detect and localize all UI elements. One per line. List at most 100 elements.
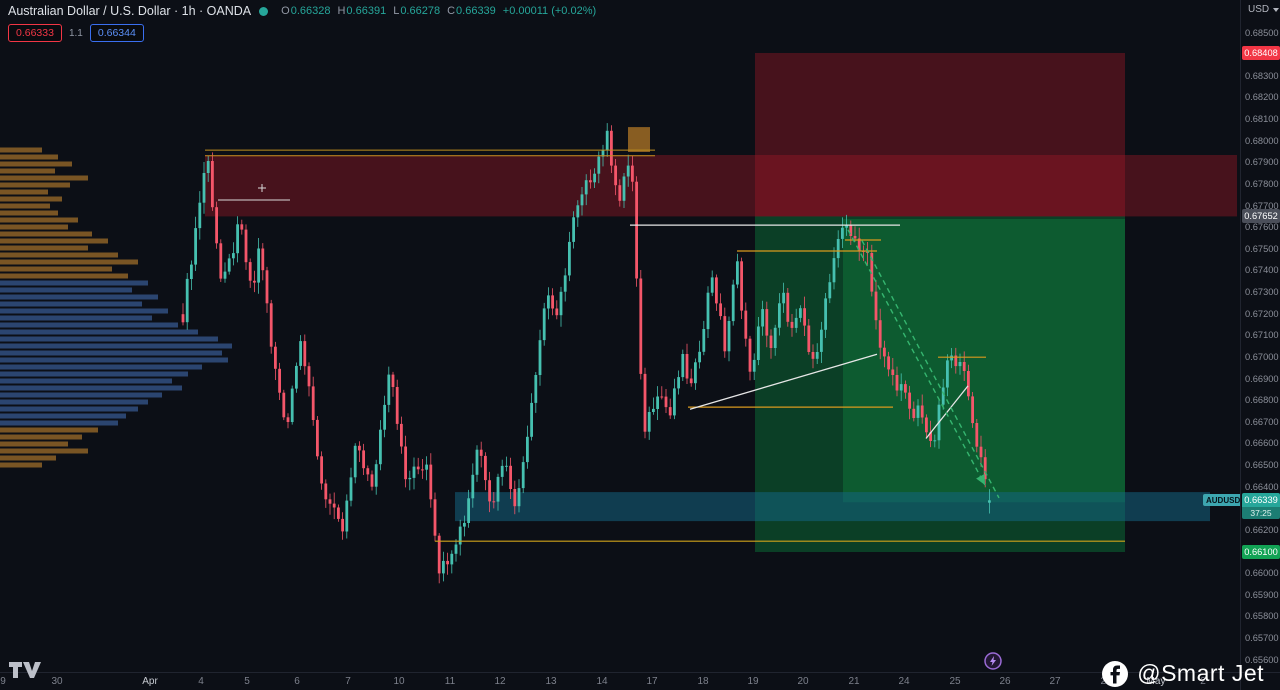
candle-body: [941, 387, 945, 405]
candle-body: [929, 432, 932, 441]
candle-body: [614, 165, 617, 186]
supply-zone-red[interactable]: [755, 53, 1125, 217]
volume-profile-bar: [0, 287, 132, 293]
volume-profile-bar: [0, 252, 118, 258]
candle-body: [244, 229, 248, 263]
volume-profile-bar: [0, 224, 68, 230]
candle-body: [442, 560, 445, 574]
time-tick-label: 2: [1200, 676, 1206, 687]
time-tick-label: May: [1146, 676, 1166, 687]
time-tick-label: 14: [596, 676, 608, 687]
supply-band-red[interactable]: [205, 155, 1237, 217]
candle-body: [790, 321, 794, 328]
price-tick-label: 0.66900: [1245, 373, 1279, 384]
candle-body: [635, 181, 638, 279]
demand-band-teal[interactable]: [455, 492, 1210, 522]
candle-body: [748, 338, 752, 372]
upper-zone-price-badge: 0.68408: [1242, 45, 1280, 60]
candle-body: [194, 228, 197, 265]
projection-dashed-1[interactable]: [847, 229, 986, 486]
candle-body: [685, 354, 689, 379]
candle-body: [815, 352, 819, 359]
projection-dashed-2[interactable]: [861, 240, 1000, 499]
candle-body: [475, 449, 479, 475]
volume-profile-bar: [0, 364, 202, 370]
candle-body: [274, 346, 277, 369]
candle-body: [404, 446, 407, 480]
candle-body: [248, 262, 252, 281]
time-tick-label: 12: [494, 676, 506, 687]
candle-body: [664, 396, 668, 408]
candle-body: [988, 500, 991, 503]
volume-profile-bar: [0, 427, 98, 433]
candle-body: [908, 392, 911, 409]
market-status-icon[interactable]: [259, 6, 269, 16]
symbol-price-tag: AUDUSD: [1203, 494, 1240, 507]
volume-profile-bar: [0, 273, 128, 279]
price-tick-label: 0.65600: [1245, 654, 1279, 665]
open-label: O: [281, 5, 290, 17]
candle-body: [782, 292, 785, 304]
candle-body: [677, 377, 680, 389]
candle-body: [353, 445, 357, 478]
candle-body: [227, 258, 231, 272]
chevron-down-icon: [1273, 8, 1280, 12]
price-tick-label: 0.68100: [1245, 114, 1279, 125]
candle-body: [584, 180, 588, 195]
candlestick-chart[interactable]: [0, 0, 1240, 672]
volume-profile-bar: [0, 406, 138, 412]
candle-body: [807, 325, 811, 352]
sell-button[interactable]: 0.66333: [8, 24, 62, 42]
volume-profile-bar: [0, 448, 88, 454]
candle-body: [891, 369, 895, 375]
volume-profile-bar: [0, 238, 108, 244]
volume-profile-bar: [0, 329, 198, 335]
bid-ask-widget: 0.66333 1.1 0.66344: [8, 24, 596, 42]
candle-body: [559, 291, 563, 316]
time-tick-label: 27: [1049, 676, 1061, 687]
candle-body: [631, 165, 634, 182]
candle-body: [505, 465, 508, 467]
candle-body: [530, 402, 533, 437]
time-tick-label: 21: [848, 676, 860, 687]
candle-body: [836, 239, 840, 259]
candle-body: [706, 292, 710, 330]
candle-body: [206, 161, 210, 173]
volume-profile-bar: [0, 392, 162, 398]
legend-row-symbol: Australian Dollar / U.S. Dollar · 1h · O…: [8, 4, 596, 18]
price-axis[interactable]: USD 0.68500 0.68300 0.68200 0.68100 0.68000 0…: [1240, 0, 1280, 672]
candle-body: [765, 309, 769, 336]
price-tick-label: 0.67500: [1245, 243, 1279, 254]
supply-box-small[interactable]: [628, 127, 650, 152]
candle-body: [358, 445, 361, 451]
price-tick-label: 0.65700: [1245, 632, 1279, 643]
currency-selector[interactable]: USD: [1248, 4, 1280, 15]
candle-body: [849, 225, 853, 236]
time-tick-label: 6: [294, 676, 300, 687]
candle-body: [223, 271, 227, 279]
white-trendline-1[interactable]: [689, 353, 878, 410]
time-axis[interactable]: 930Apr4567101112131417181920212425262728…: [0, 672, 1240, 690]
white-trendline-2[interactable]: [925, 385, 969, 439]
candle-body: [521, 462, 525, 489]
candle-body: [429, 464, 433, 500]
candle-body: [647, 412, 651, 432]
symbol-title[interactable]: Australian Dollar / U.S. Dollar · 1h · O…: [8, 4, 252, 18]
candle-body: [198, 202, 202, 229]
buy-button[interactable]: 0.66344: [89, 24, 144, 42]
chart-area[interactable]: Australian Dollar / U.S. Dollar · 1h · O…: [0, 0, 1240, 672]
candle-body: [219, 243, 223, 279]
arrow-head-icon: [976, 474, 985, 485]
candle-body: [622, 176, 626, 201]
volume-profile-bar: [0, 294, 158, 300]
candle-body: [580, 194, 584, 206]
candle-body: [185, 278, 189, 323]
candle-body: [479, 449, 483, 456]
volume-profile-bar: [0, 245, 88, 251]
spread-value: 1.1: [68, 27, 83, 39]
price-tick-label: 0.68200: [1245, 92, 1279, 103]
tradingview-logo-icon[interactable]: [8, 660, 42, 685]
price-tick-label: 0.66600: [1245, 438, 1279, 449]
volume-profile-bar: [0, 322, 178, 328]
candle-body: [374, 464, 378, 487]
